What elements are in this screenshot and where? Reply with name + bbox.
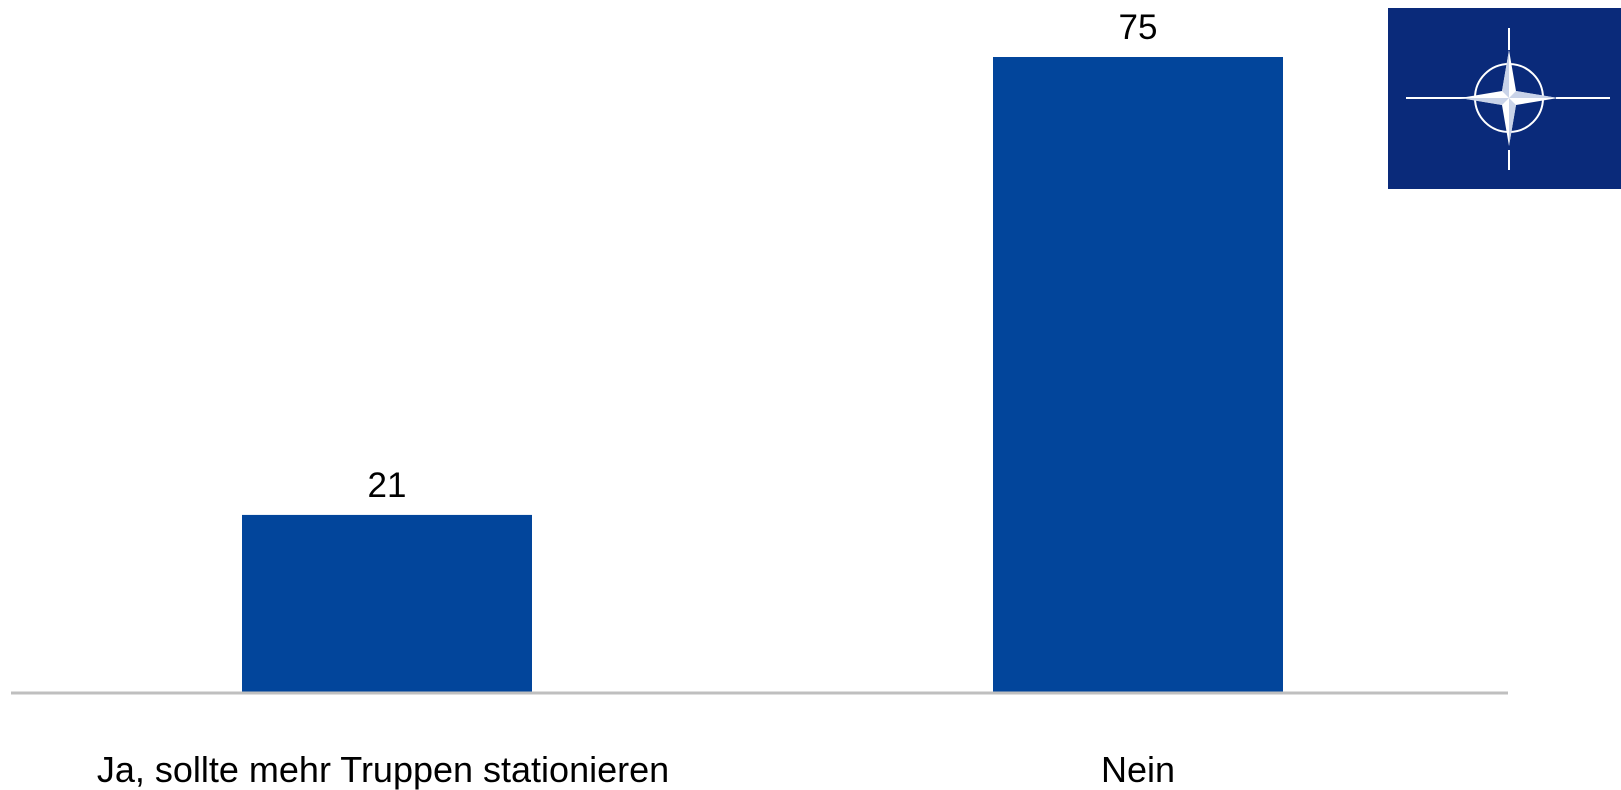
data-label-0: 21 (368, 466, 407, 505)
bar-0 (242, 514, 532, 693)
x-tick-label-ja: Ja, sollte mehr Truppen stationieren (96, 749, 670, 790)
x-tick-label-nein: Nein (1100, 749, 1176, 790)
data-label-1: 75 (1119, 8, 1158, 47)
data-labels-layer: 21 75 (368, 8, 1158, 505)
bars-layer (242, 57, 1283, 693)
nato-compass-rose-icon (1388, 8, 1621, 189)
bar-1 (993, 57, 1283, 693)
nato-logo (1388, 8, 1621, 189)
